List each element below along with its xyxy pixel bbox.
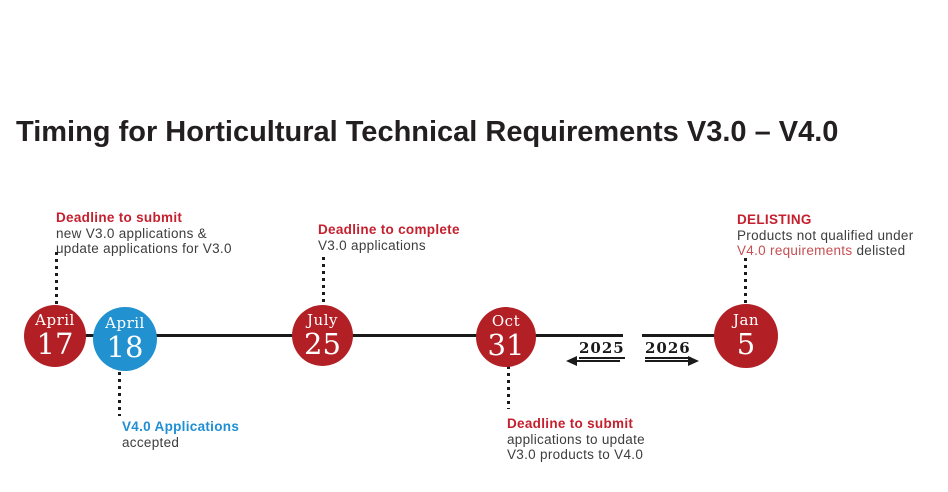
event-circle-july-25: July 25	[292, 305, 353, 366]
page-title: Timing for Horticultural Technical Requi…	[16, 116, 839, 148]
annotation-heading: V4.0 Applications	[122, 419, 240, 434]
event-day: 5	[736, 327, 756, 361]
event-day: 18	[106, 330, 144, 364]
event-circle-oct-31: Oct 31	[476, 307, 536, 367]
annotation-heading: Deadline to complete	[318, 222, 460, 237]
event-month: Jan	[732, 311, 760, 329]
event-day: 31	[487, 328, 525, 362]
annotation-april-17: Deadline to submit new V3.0 applications…	[56, 210, 232, 256]
event-month: April	[105, 314, 145, 332]
annotation-line: applications to update	[507, 432, 645, 447]
annotation-heading: DELISTING	[737, 212, 812, 227]
connector-jan-5	[744, 258, 747, 305]
annotation-line: V3.0 applications	[318, 238, 426, 253]
event-circle-april-17: April 17	[24, 305, 86, 367]
annotation-line: accepted	[122, 435, 180, 450]
year-label-2025: 2025	[579, 339, 625, 359]
event-circle-april-18: April 18	[93, 307, 157, 371]
annotation-heading: Deadline to submit	[507, 416, 634, 431]
annotation-line: Products not qualified under	[737, 228, 914, 243]
event-month: April	[35, 311, 75, 329]
annotation-line: new V3.0 applications &	[56, 226, 207, 241]
arrow-left-icon	[566, 356, 620, 366]
annotation-line-red: V4.0 requirements	[737, 243, 853, 258]
annotation-jan-5: DELISTING Products not qualified under V…	[737, 212, 914, 258]
annotation-april-18: V4.0 Applications accepted	[122, 419, 239, 450]
connector-july-25	[322, 257, 325, 306]
annotation-line: update applications for V3.0	[56, 241, 232, 256]
connector-april-17	[55, 252, 58, 305]
connector-oct-31	[507, 366, 510, 409]
event-day: 25	[304, 326, 341, 361]
event-circle-jan-5: Jan 5	[714, 304, 778, 368]
annotation-july-25: Deadline to complete V3.0 applications	[318, 222, 460, 253]
annotation-oct-31: Deadline to submit applications to updat…	[507, 416, 645, 462]
event-month: July	[307, 310, 338, 329]
event-month: Oct	[491, 312, 521, 330]
annotation-heading: Deadline to submit	[56, 210, 183, 225]
year-label-2026: 2026	[645, 339, 691, 359]
connector-april-18	[118, 372, 121, 416]
arrow-right-icon	[645, 356, 699, 366]
annotation-line: delisted	[852, 243, 906, 258]
event-day: 17	[36, 327, 74, 361]
annotation-line: V3.0 products to V4.0	[507, 447, 644, 462]
timeline-line-2026	[642, 334, 748, 337]
